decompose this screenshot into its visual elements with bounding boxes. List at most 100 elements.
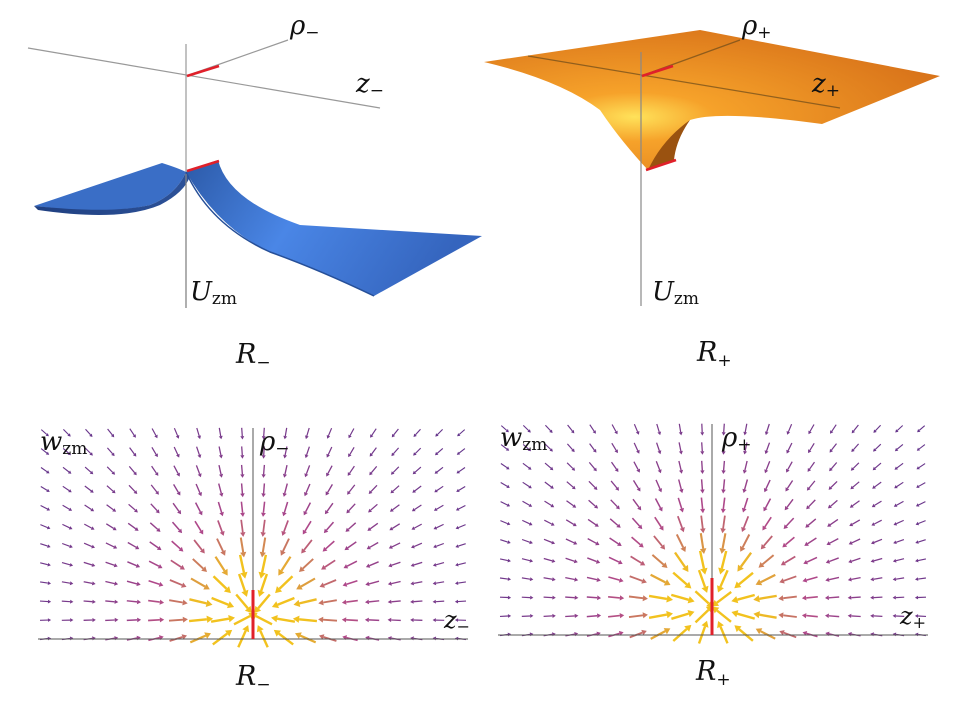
field-arrow-head: [806, 505, 811, 510]
field-arrow-head: [872, 466, 877, 471]
field-arrow-shaft: [896, 425, 904, 431]
field-arrow-shaft: [127, 522, 137, 530]
field-arrow-shaft: [543, 577, 553, 580]
field-arrow-head: [182, 599, 188, 606]
field-arrow-head: [133, 471, 137, 476]
field-arrow-shaft: [349, 428, 355, 436]
field-arrow-shaft: [346, 599, 358, 603]
field-arrow-shaft: [565, 519, 575, 525]
field-arrow-shaft: [632, 480, 640, 489]
field-arrow-head: [829, 448, 833, 453]
blue-surface-main: [186, 160, 482, 296]
field-arrow-shaft: [306, 446, 310, 456]
field-arrow-head: [915, 540, 919, 544]
field-arrow-shaft: [105, 523, 115, 529]
field-arrow-head: [69, 544, 73, 549]
field-arrow-head: [914, 614, 919, 618]
field-arrow-head: [528, 485, 532, 489]
field-arrow-shaft: [457, 600, 467, 603]
field-arrow-shaft: [676, 515, 684, 529]
field-arrow-shaft: [323, 579, 337, 586]
field-arrow-head: [304, 473, 309, 478]
field-arrow-shaft: [873, 577, 883, 580]
field-arrow-shaft: [240, 483, 244, 494]
field-arrow-shaft: [917, 558, 927, 562]
field-arrow-shaft: [436, 466, 444, 473]
field-arrow-shaft: [106, 447, 114, 455]
field-arrow-shaft: [105, 600, 115, 603]
field-arrow-head: [550, 485, 554, 489]
field-arrow-head: [870, 632, 874, 637]
field-arrow-shaft: [719, 569, 729, 588]
field-arrow-shaft: [282, 538, 290, 552]
field-arrow-shaft: [458, 429, 466, 435]
field-arrow-shaft: [654, 516, 662, 528]
field-arrow-shaft: [896, 443, 904, 450]
field-arrow-head: [786, 449, 790, 454]
field-arrow-shaft: [40, 429, 48, 435]
field-arrow-head: [114, 599, 119, 604]
field-arrow-shaft: [500, 520, 508, 525]
field-arrow-shaft: [194, 502, 202, 513]
field-arrow-shaft: [217, 501, 223, 513]
field-arrow-head: [182, 616, 188, 623]
field-arrow-head: [721, 451, 726, 455]
field-arrow-shaft: [348, 484, 356, 493]
field-arrow-head: [410, 636, 414, 641]
field-arrow-head: [802, 577, 808, 583]
field-arrow-shaft: [499, 577, 509, 580]
field-arrow-head: [324, 510, 329, 515]
field-arrow-shaft: [786, 480, 794, 489]
field-arrow-shaft: [214, 556, 226, 572]
field-arrow-head: [529, 540, 533, 545]
field-arrow-head: [68, 489, 72, 493]
field-arrow-head: [367, 527, 372, 531]
field-arrow-head: [527, 447, 532, 452]
field-arrow-head: [341, 599, 347, 605]
field-arrow-head: [506, 521, 511, 526]
field-arrow-head: [227, 601, 235, 609]
field-arrow-head: [635, 431, 640, 435]
field-arrow-shaft: [105, 580, 115, 585]
caption-r-minus-bottom: R−: [235, 661, 271, 695]
field-arrow-head: [261, 493, 266, 498]
field-arrow-head: [111, 471, 116, 475]
field-arrow-head: [507, 558, 511, 563]
field-arrow-shaft: [283, 520, 289, 533]
field-arrow-shaft: [193, 539, 203, 551]
field-arrow-shaft: [806, 556, 818, 563]
field-arrow-shaft: [521, 538, 531, 543]
field-arrow-head: [271, 601, 279, 609]
field-arrow-head: [614, 468, 619, 472]
field-arrow-head: [718, 567, 726, 575]
field-arrow-shaft: [629, 575, 643, 582]
field-arrow-shaft: [806, 595, 818, 599]
field-arrow-shaft: [806, 614, 818, 618]
field-arrow-shaft: [852, 500, 860, 507]
field-arrow-shaft: [544, 500, 552, 507]
field-arrow-head: [506, 484, 510, 488]
field-arrow-shaft: [414, 523, 422, 529]
field-arrow-head: [849, 522, 854, 527]
field-arrow-shaft: [84, 485, 92, 492]
field-arrow-head: [137, 617, 142, 623]
field-arrow-head: [661, 562, 668, 568]
field-arrow-shaft: [852, 443, 860, 451]
field-arrow-shaft: [238, 554, 246, 573]
field-arrow-shaft: [830, 499, 838, 507]
field-arrow-head: [549, 466, 554, 471]
field-arrow-shaft: [738, 571, 754, 586]
field-arrow-shaft: [240, 501, 244, 513]
blue-surface-left-wing: [34, 163, 186, 211]
field-arrow-head: [505, 429, 509, 433]
field-arrow-head: [701, 620, 709, 628]
field-arrow-shaft: [369, 561, 379, 567]
field-arrow-shaft: [173, 427, 179, 437]
field-arrow-head: [280, 549, 286, 556]
field-arrow-shaft: [40, 524, 48, 529]
field-arrow-head: [455, 544, 459, 548]
field-arrow-head: [717, 621, 724, 629]
field-arrow-head: [136, 581, 141, 587]
field-arrow-head: [91, 563, 96, 567]
